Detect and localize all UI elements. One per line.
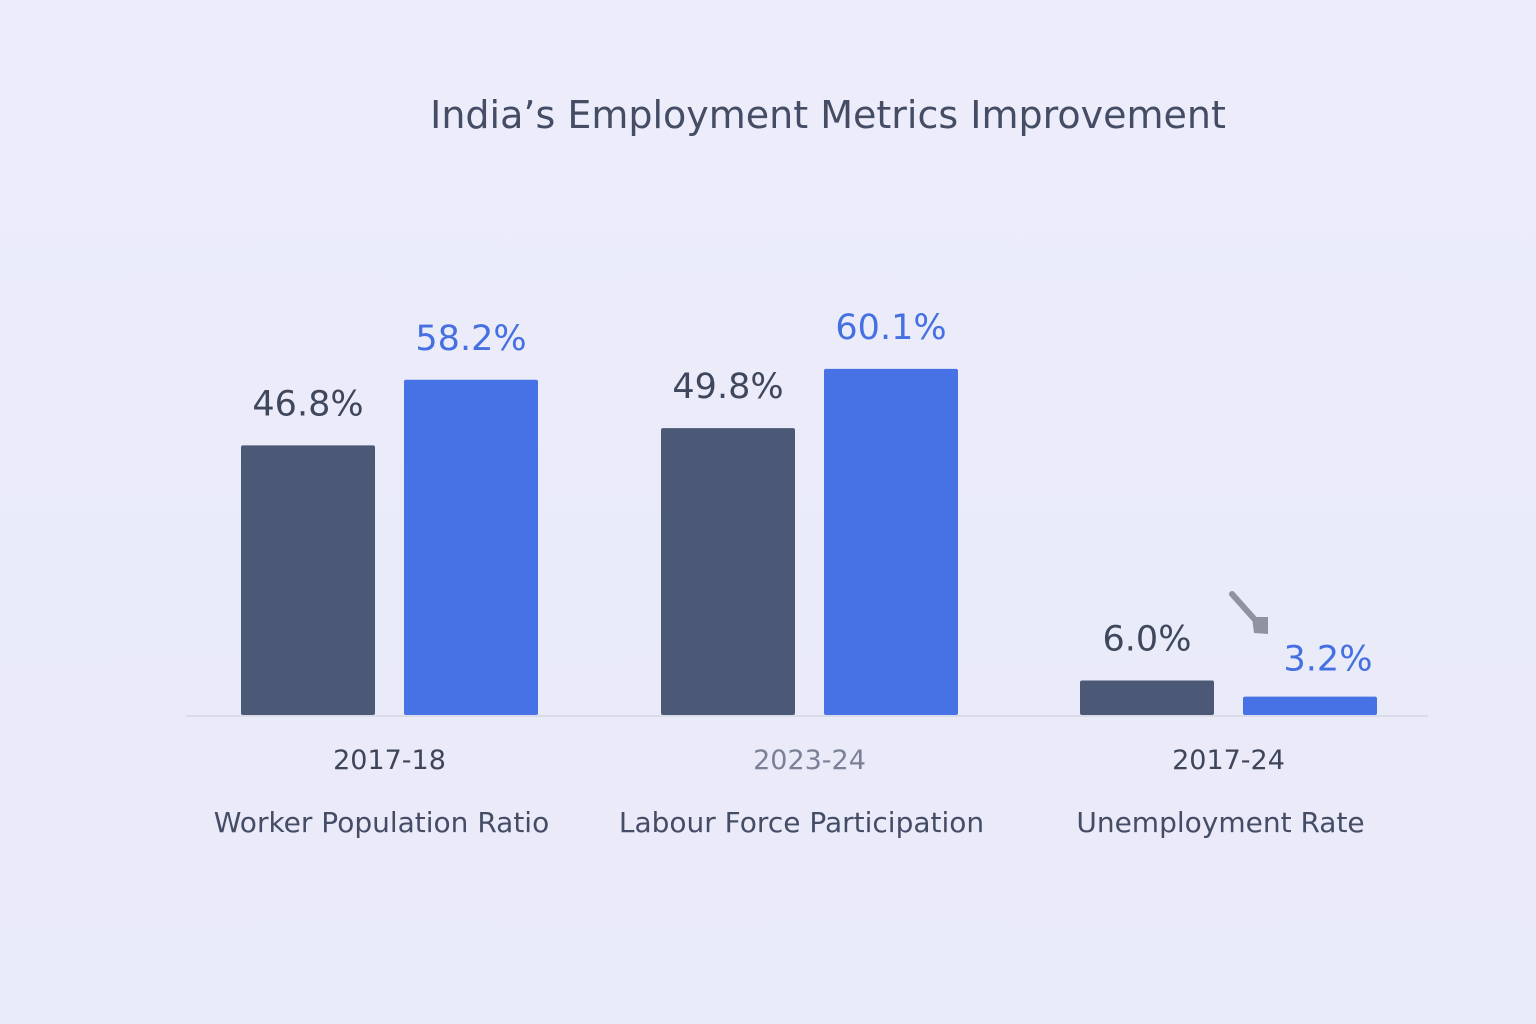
bar-worker-population-ratio-2017-18 (241, 445, 375, 715)
value-label-unemployment-rate-2017-18: 6.0% (1103, 619, 1192, 659)
value-label-labour-force-participation-2017-18: 49.8% (672, 367, 783, 407)
period-label-labour-force-participation: 2023-24 (753, 745, 866, 776)
annotation-layer (1229, 591, 1268, 634)
value-label-worker-population-ratio-2017-18: 46.8% (252, 384, 363, 424)
category-label-unemployment-rate: Unemployment Rate (1076, 806, 1364, 839)
bars-layer (241, 368, 1377, 715)
bar-worker-population-ratio-2023-24 (404, 379, 538, 715)
bar-unemployment-rate-2023-24 (1243, 696, 1377, 715)
bar-labour-force-participation-2023-24 (824, 368, 958, 715)
category-label-labour-force-participation: Labour Force Participation (619, 806, 984, 839)
category-label-worker-population-ratio: Worker Population Ratio (214, 806, 549, 839)
down-arrow-icon (1229, 591, 1268, 634)
labels-layer: 46.8% 58.2% 2017-18 Worker Population Ratio… (214, 308, 1373, 839)
bar-labour-force-participation-2017-18 (661, 428, 795, 715)
period-label-worker-population-ratio: 2017-18 (333, 745, 446, 776)
value-label-worker-population-ratio-2023-24: 58.2% (415, 319, 526, 359)
value-label-labour-force-participation-2023-24: 60.1% (835, 308, 946, 348)
value-label-unemployment-rate-2023-24: 3.2% (1284, 640, 1373, 680)
period-label-unemployment-rate: 2017-24 (1172, 745, 1285, 776)
bar-unemployment-rate-2017-18 (1080, 680, 1214, 715)
chart-title: India’s Employment Metrics Improvement (430, 93, 1226, 137)
